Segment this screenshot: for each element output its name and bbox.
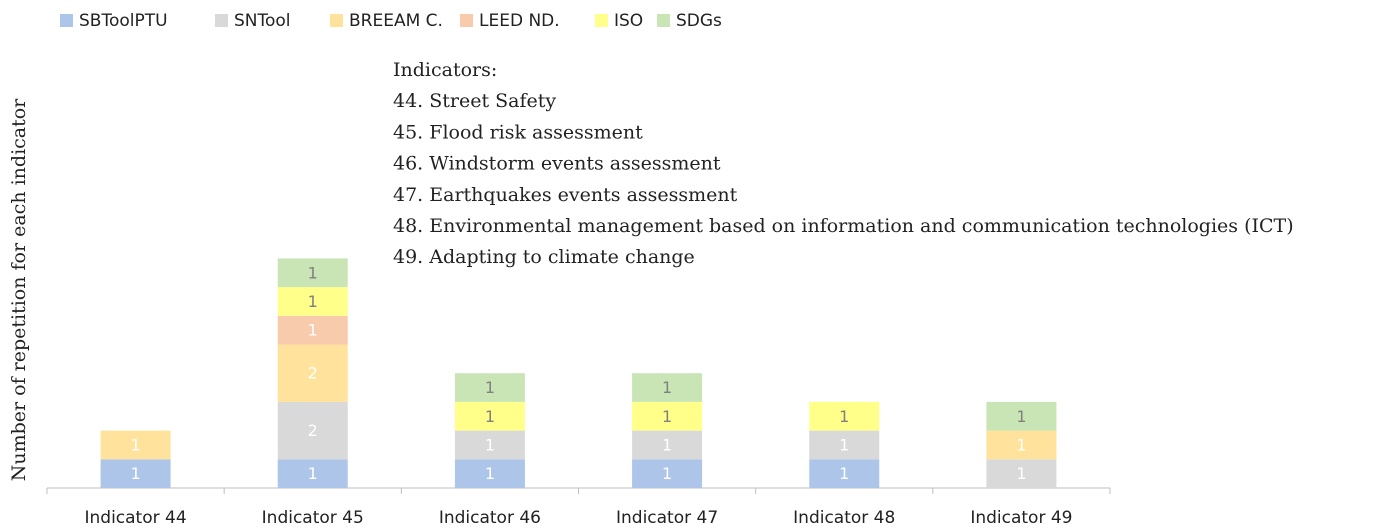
data-label: 1	[839, 435, 849, 454]
data-label: 1	[130, 435, 140, 454]
bar-segment	[100, 430, 171, 460]
bar-segment	[277, 258, 348, 288]
annotation-line: 45. Flood risk assessment	[393, 121, 643, 143]
bar-segment	[632, 459, 703, 488]
annotation-line: 49. Adapting to climate change	[393, 246, 695, 268]
annotation-line: 44. Street Safety	[393, 90, 556, 112]
data-label: 1	[1016, 435, 1026, 454]
bar-segment	[277, 315, 348, 345]
legend-swatch	[657, 14, 670, 27]
data-label: 1	[308, 263, 318, 282]
x-tick-label: Indicator 45	[262, 508, 364, 528]
x-tick-label: Indicator 47	[616, 508, 718, 528]
bar-segment	[986, 459, 1057, 488]
bar-segment	[454, 459, 525, 488]
data-label: 1	[308, 464, 318, 483]
annotation-line: Indicators:	[393, 59, 497, 81]
bar-segment	[100, 459, 171, 488]
annotation-line: 48. Environmental management based on in…	[393, 215, 1294, 237]
x-tick-label: Indicator 48	[793, 508, 895, 528]
data-label: 1	[1016, 407, 1026, 426]
bar-segment	[277, 401, 348, 460]
legend-label: ISO	[614, 11, 643, 31]
legend-swatch	[595, 14, 608, 27]
legend-label: SNTool	[234, 11, 291, 31]
bar-segment	[632, 373, 703, 402]
bar-segment	[809, 459, 880, 488]
bar-segment	[277, 344, 348, 402]
legend-swatch	[330, 14, 343, 27]
bar-segment	[986, 401, 1057, 431]
bar-segment	[632, 401, 703, 431]
legend-swatch	[215, 14, 228, 27]
bar-segment	[809, 430, 880, 460]
data-label: 1	[1016, 464, 1026, 483]
data-label: 2	[308, 421, 318, 440]
bar-segment	[986, 430, 1057, 460]
legend-swatch	[460, 14, 473, 27]
legend-label: SBToolPTU	[79, 11, 168, 31]
annotation-line: 47. Earthquakes events assessment	[393, 184, 738, 206]
data-label: 1	[308, 321, 318, 340]
legend-swatch	[60, 14, 73, 27]
annotation-line: 46. Windstorm events assessment	[393, 153, 721, 175]
data-label: 1	[308, 292, 318, 311]
bar-segment	[277, 459, 348, 488]
x-tick-label: Indicator 46	[439, 508, 541, 528]
bar-segment	[454, 401, 525, 431]
data-label: 1	[662, 378, 672, 397]
data-label: 1	[839, 464, 849, 483]
data-label: 1	[839, 407, 849, 426]
bar-segment	[454, 373, 525, 402]
x-tick-label: Indicator 49	[970, 508, 1072, 528]
x-tick-label: Indicator 44	[84, 508, 186, 528]
data-label: 1	[485, 378, 495, 397]
data-label: 1	[130, 464, 140, 483]
data-label: 1	[485, 435, 495, 454]
data-label: 1	[662, 407, 672, 426]
bar-segment	[809, 401, 880, 431]
legend-label: BREEAM C.	[349, 11, 443, 31]
bar-segment	[632, 430, 703, 460]
data-label: 1	[485, 464, 495, 483]
legend-label: SDGs	[676, 11, 722, 31]
data-label: 1	[485, 407, 495, 426]
legend-label: LEED ND.	[479, 11, 560, 31]
data-label: 1	[662, 435, 672, 454]
bar-segment	[454, 430, 525, 460]
data-label: 1	[662, 464, 672, 483]
bar-segment	[277, 287, 348, 316]
y-axis-label: Number of repetition for each indicator	[8, 98, 30, 481]
data-label: 2	[308, 364, 318, 383]
